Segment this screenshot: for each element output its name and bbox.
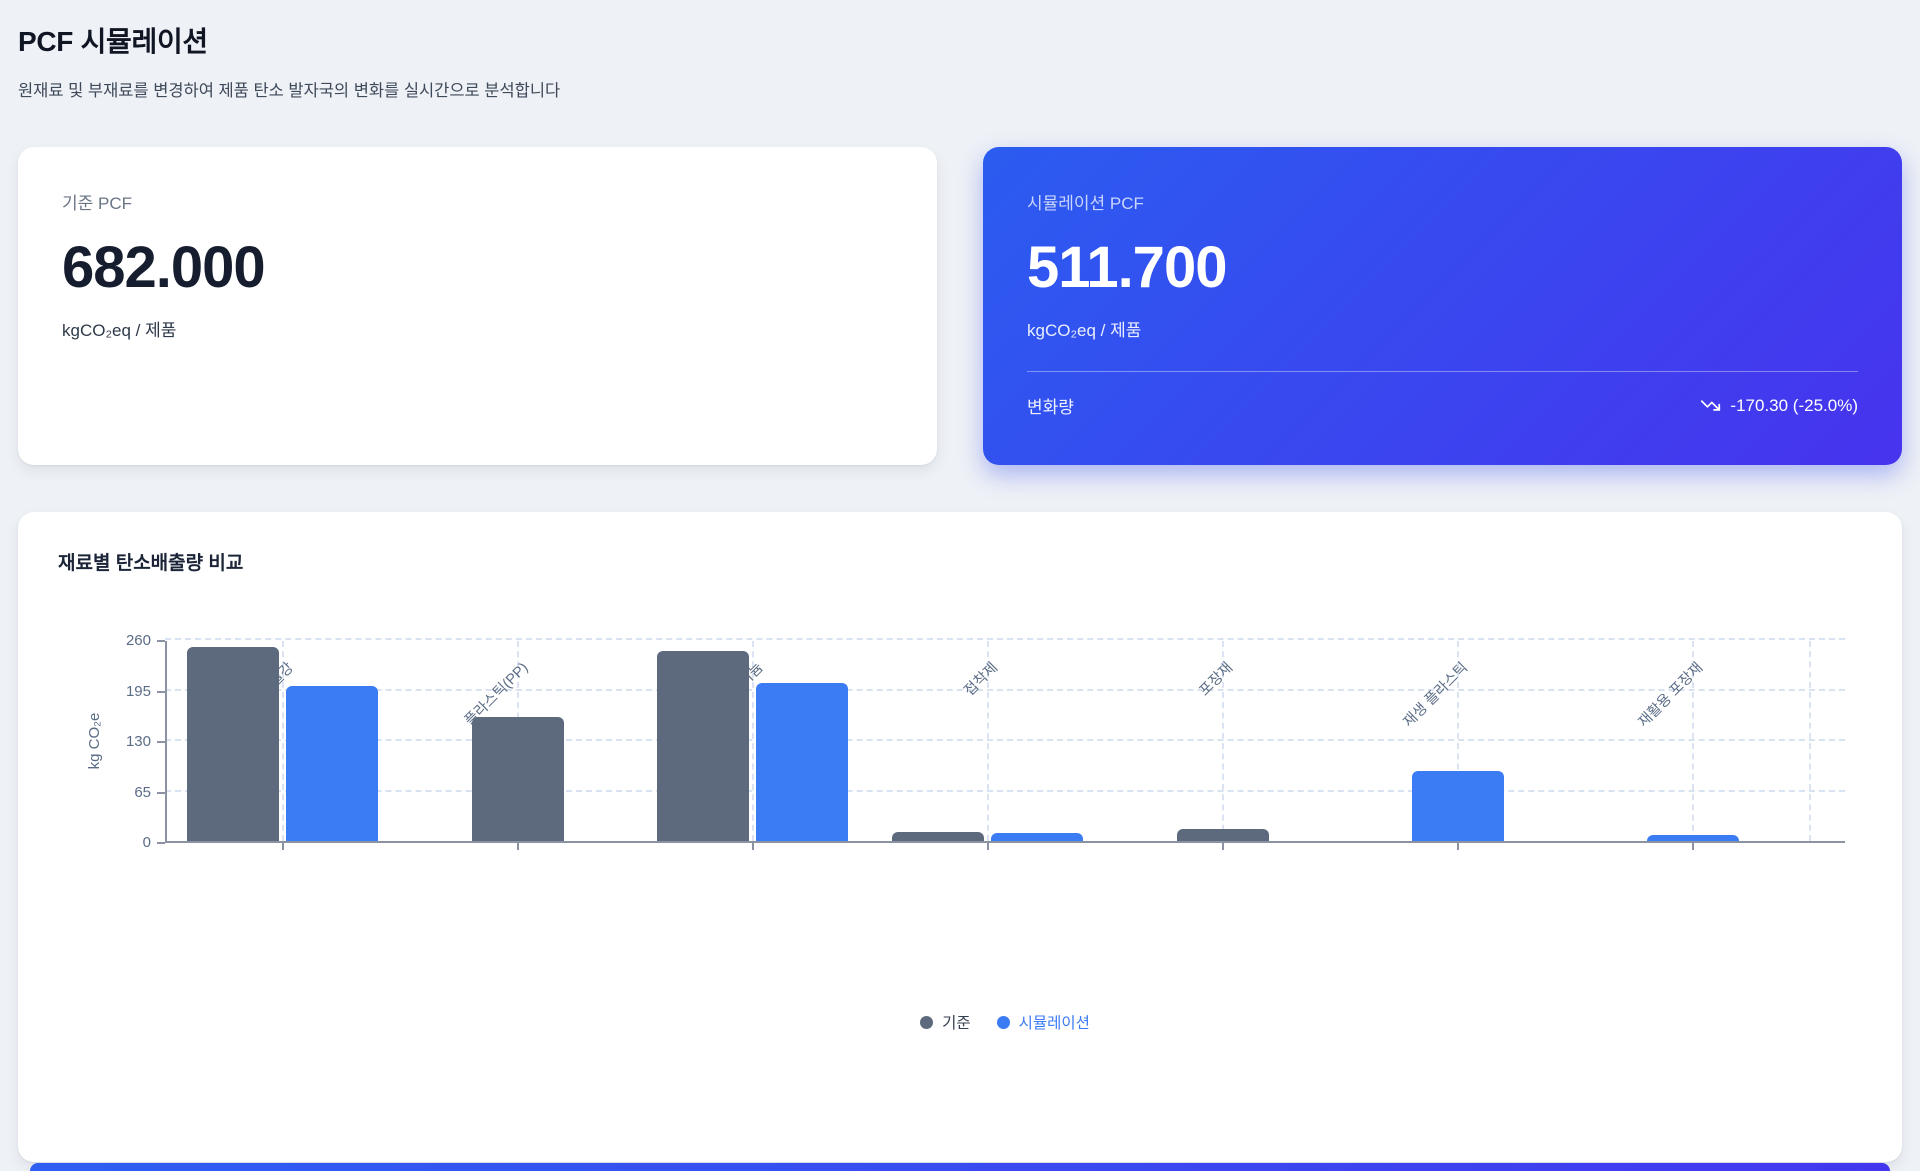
simulation-pcf-label: 시뮬레이션 PCF (1027, 194, 1144, 213)
x-tick-mark (986, 843, 989, 850)
card-divider (1027, 371, 1858, 372)
baseline-pcf-label: 기준 PCF (62, 194, 133, 213)
bar-기준-철강 (187, 646, 279, 841)
gridline-horizontal (165, 739, 1845, 741)
page-title: PCF 시뮬레이션 (18, 26, 208, 57)
gridline-vertical (281, 641, 284, 841)
bar-기준-알루미늄 (657, 650, 749, 841)
bar-group-6 (1340, 641, 1575, 841)
gridline-vertical (1809, 641, 1811, 841)
simulation-pcf-card: 시뮬레이션 PCF 511.700 kgCO₂eq / 제품 변화량 -170.… (983, 147, 1902, 465)
gridline-vertical (1221, 641, 1224, 841)
y-tick-mark (157, 741, 165, 743)
bar-chart: kg CO₂e 065130195260철강플라스틱(PP)알루미늄접착제포장재… (86, 632, 1845, 851)
simulation-pcf-unit: kgCO₂eq / 제품 (1027, 321, 1142, 340)
bar-시뮬레이션-접착제 (991, 833, 1083, 841)
page-subtitle: 원재료 및 부재료를 변경하여 제품 탄소 발자국의 변화를 실시간으로 분석합… (18, 82, 561, 100)
bar-기준-포장재 (1176, 829, 1269, 841)
x-tick-mark (1691, 843, 1694, 850)
chart-card: 재료별 탄소배출량 비교 kg CO₂e 0 65 130 195 260 철강 플라스틱(… (18, 512, 1902, 1162)
gridline-vertical (1691, 641, 1694, 841)
y-tick-mark (157, 842, 165, 844)
gridline-vertical (1456, 641, 1459, 841)
y-tick-label: 195 (125, 682, 151, 700)
legend-dot (996, 1015, 1010, 1029)
bar-group-5 (1105, 641, 1340, 841)
next-section-peek (30, 1163, 1890, 1171)
y-tick-mark (157, 690, 165, 693)
baseline-pcf-value: 682.000 (62, 235, 266, 300)
y-tick-label: 65 (134, 783, 151, 801)
x-tick-mark (1456, 843, 1459, 850)
legend-item-시뮬레이션[interactable]: 시뮬레이션 (996, 1011, 1090, 1033)
bar-시뮬레이션-재활용 포장재 (1646, 834, 1739, 841)
bar-columns (165, 641, 1845, 841)
trending-down-icon (1701, 400, 1721, 411)
baseline-pcf-unit: kgCO₂eq / 제품 (62, 321, 177, 340)
legend-dot (920, 1015, 934, 1029)
pcf-cards-row: 기준 PCF 682.000 kgCO₂eq / 제품 시뮬레이션 PCF 51… (18, 147, 1902, 465)
x-tick-mark (516, 843, 519, 850)
bar-group-3 (635, 641, 870, 841)
change-row: 변화량 -170.30 (-25.0%) (1027, 393, 1858, 418)
y-axis-line (165, 641, 167, 841)
y-tick-label: 130 (125, 733, 151, 750)
bar-group-7 (1575, 641, 1810, 841)
x-tick-mark (281, 843, 284, 850)
change-value-text: -170.30 (-25.0%) (1730, 395, 1858, 415)
gridline-vertical (986, 641, 989, 841)
gridline-horizontal (165, 638, 1845, 640)
y-tick-label: 0 (142, 834, 151, 851)
x-tick-mark (1221, 843, 1224, 850)
legend-label: 기준 (942, 1015, 971, 1032)
y-tick-label: 260 (125, 632, 151, 649)
bar-시뮬레이션-재생 플라스틱 (1411, 771, 1504, 841)
gridline-horizontal (165, 688, 1845, 691)
y-tick-mark (157, 791, 165, 794)
bar-기준-접착제 (892, 831, 984, 841)
y-axis-label: kg CO₂e (86, 712, 103, 770)
baseline-pcf-card: 기준 PCF 682.000 kgCO₂eq / 제품 (18, 147, 937, 465)
bar-group-4 (870, 641, 1105, 841)
x-tick-mark (751, 843, 754, 850)
bar-group-1 (165, 641, 400, 841)
y-tick-mark (157, 640, 165, 642)
change-value: -170.30 (-25.0%) (1700, 395, 1858, 416)
chart-legend: 기준 시뮬레이션 (165, 1011, 1845, 1033)
gridline-horizontal (165, 789, 1845, 792)
simulation-pcf-value: 511.700 (1027, 235, 1227, 300)
bar-시뮬레이션-철강 (286, 685, 378, 841)
change-label: 변화량 (1027, 398, 1074, 417)
bar-시뮬레이션-알루미늄 (756, 682, 848, 841)
gridline-vertical (751, 641, 754, 841)
bar-group-2 (400, 641, 635, 841)
legend-label: 시뮬레이션 (1018, 1015, 1090, 1032)
legend-item-기준[interactable]: 기준 (920, 1011, 971, 1033)
bar-기준-플라스틱(PP) (471, 716, 564, 841)
chart-title: 재료별 탄소배출량 비교 (58, 553, 244, 574)
